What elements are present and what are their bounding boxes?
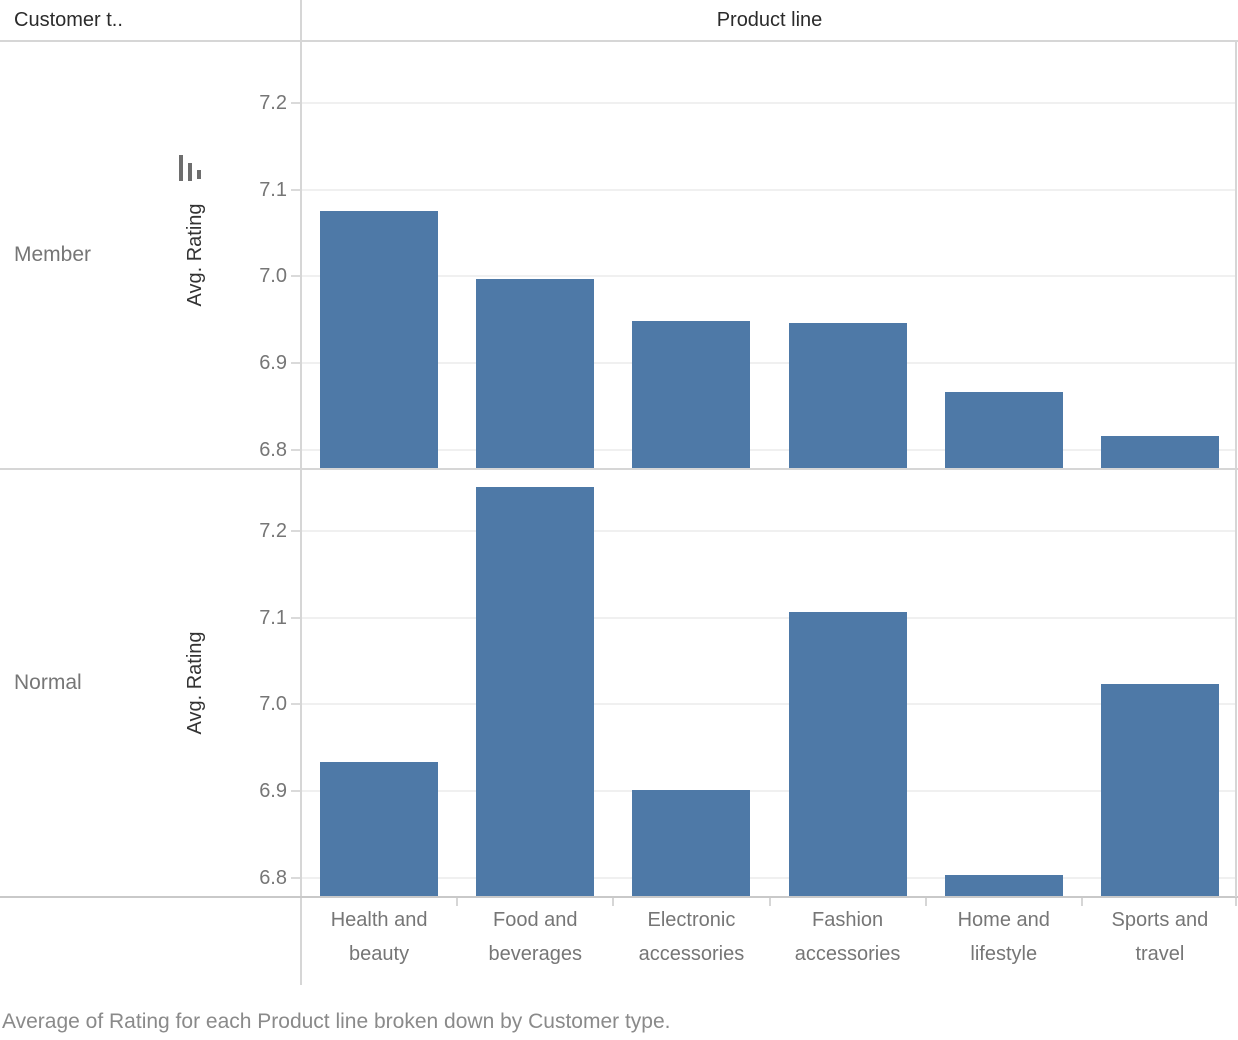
- y-axis-tick-label: 7.0: [259, 693, 287, 716]
- bar-member-home-and-lifestyle[interactable]: [944, 391, 1063, 468]
- category-boundary-tick: [1235, 898, 1237, 906]
- y-axis-title-normal: Avg. Rating: [184, 631, 206, 735]
- category-label-line: beverages: [488, 943, 582, 965]
- gridline: [301, 876, 1236, 879]
- category-boundary-tick: [768, 898, 771, 906]
- x-axis-line: [0, 896, 1238, 898]
- bar-member-electronic-accessories[interactable]: [632, 320, 751, 468]
- y-axis-tick-mark: [291, 275, 300, 278]
- y-axis-tick-label: 6.9: [259, 352, 287, 375]
- y-axis-tick-label: 7.1: [259, 178, 287, 201]
- bar-member-food-and-beverages[interactable]: [476, 278, 595, 468]
- bar-normal-home-and-lifestyle[interactable]: [944, 875, 1063, 896]
- caption: Average of Rating for each Product line …: [2, 1010, 671, 1033]
- category-label-line: lifestyle: [970, 943, 1038, 965]
- y-axis-tick-label: 7.0: [259, 265, 287, 288]
- gridline: [301, 275, 1236, 278]
- column-field-header[interactable]: Product line: [716, 9, 823, 31]
- y-axis-tick-label: 7.2: [259, 91, 287, 114]
- bar-normal-health-and-beauty[interactable]: [320, 761, 439, 896]
- bar-normal-food-and-beverages[interactable]: [476, 486, 595, 896]
- row-column-divider: [300, 0, 302, 985]
- x-axis-category-label-food-and-beverages[interactable]: Food and beverages: [457, 903, 613, 971]
- x-axis-category-label-home-and-lifestyle[interactable]: Home and lifestyle: [926, 903, 1082, 971]
- y-axis-tick-label: 7.2: [259, 519, 287, 542]
- category-boundary-tick: [924, 898, 927, 906]
- gridline: [301, 703, 1236, 706]
- y-axis-tick-mark: [291, 529, 300, 532]
- category-boundary-tick: [456, 898, 459, 906]
- y-axis-title-member: Avg. Rating: [184, 203, 206, 307]
- panel-divider: [0, 468, 1238, 470]
- y-axis-tick-label: 6.9: [259, 780, 287, 803]
- right-border: [1235, 41, 1237, 897]
- row-label-member[interactable]: Member: [14, 243, 92, 266]
- sort-descending-icon[interactable]: [179, 155, 203, 181]
- category-label-line: Electronic: [647, 909, 736, 931]
- category-label-line: Home and: [957, 909, 1050, 931]
- gridline: [301, 529, 1236, 532]
- row-field-header[interactable]: Customer t..: [14, 9, 123, 31]
- category-boundary-tick: [612, 898, 615, 906]
- y-axis-tick-mark: [291, 188, 300, 191]
- bar-normal-fashion-accessories[interactable]: [788, 611, 907, 896]
- y-axis-tick-mark: [291, 790, 300, 793]
- y-axis-tick-label: 7.1: [259, 606, 287, 629]
- y-axis-tick-mark: [291, 362, 300, 365]
- gridline: [301, 101, 1236, 104]
- category-label-line: Food and: [492, 909, 578, 931]
- header-bottom-border: [0, 40, 1238, 42]
- gridline: [301, 616, 1236, 619]
- bar-member-sports-and-travel[interactable]: [1100, 435, 1219, 468]
- gridline: [301, 448, 1236, 451]
- bar-normal-sports-and-travel[interactable]: [1100, 683, 1219, 896]
- category-label-line: Sports and: [1111, 909, 1209, 931]
- x-axis-category-label-fashion-accessories[interactable]: Fashion accessories: [770, 903, 926, 971]
- bar-normal-electronic-accessories[interactable]: [632, 790, 751, 896]
- y-axis-tick-mark: [291, 616, 300, 619]
- y-axis-tick-label: 6.8: [259, 438, 287, 461]
- bar-member-health-and-beauty[interactable]: [320, 210, 439, 468]
- gridline: [301, 790, 1236, 793]
- category-label-line: Fashion: [812, 909, 884, 931]
- x-axis-category-label-sports-and-travel[interactable]: Sports and travel: [1082, 903, 1238, 971]
- y-axis-tick-mark: [291, 101, 300, 104]
- gridline: [301, 362, 1236, 365]
- y-axis-tick-mark: [291, 448, 300, 451]
- x-axis-category-label-electronic-accessories[interactable]: Electronic accessories: [613, 903, 769, 971]
- y-axis-tick-mark: [291, 876, 300, 879]
- x-axis-category-label-health-and-beauty[interactable]: Health and beauty: [301, 903, 457, 971]
- category-label-line: Health and: [330, 909, 428, 931]
- category-boundary-tick: [1080, 898, 1083, 906]
- category-label-line: accessories: [638, 943, 745, 965]
- bar-member-fashion-accessories[interactable]: [788, 323, 907, 468]
- y-axis-tick-label: 6.8: [259, 866, 287, 889]
- gridline: [301, 188, 1236, 191]
- category-label-line: accessories: [794, 943, 901, 965]
- y-axis-tick-mark: [291, 703, 300, 706]
- category-label-line: travel: [1135, 943, 1185, 965]
- row-label-normal[interactable]: Normal: [14, 671, 82, 694]
- category-label-line: beauty: [349, 943, 410, 965]
